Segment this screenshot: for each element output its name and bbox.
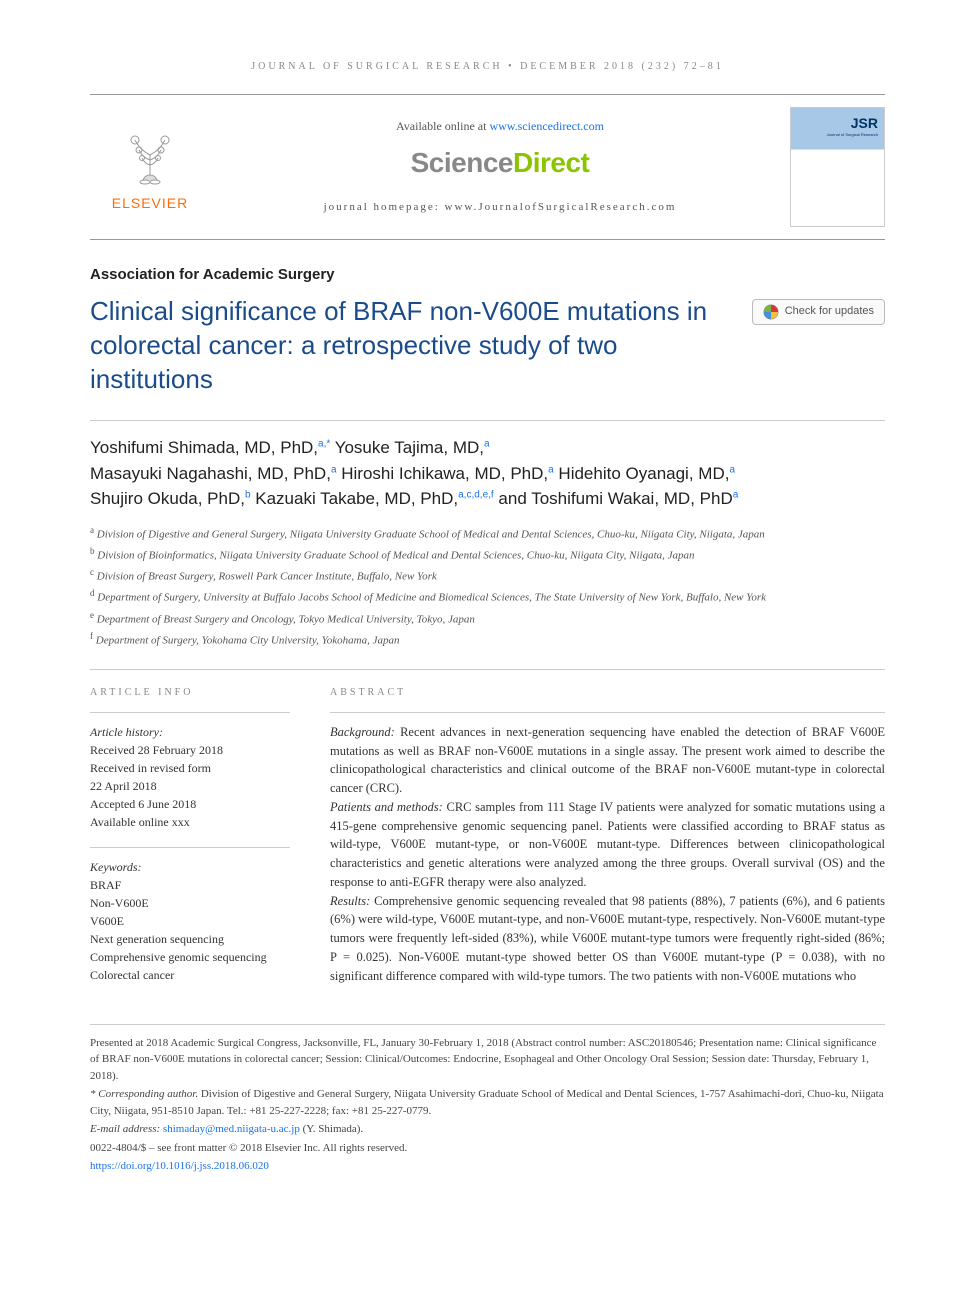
crossmark-icon: [763, 304, 779, 320]
history-revised-2: 22 April 2018: [90, 777, 290, 795]
author-8-affil[interactable]: a: [733, 490, 739, 501]
author-6-affil[interactable]: b: [245, 490, 251, 501]
sciencedirect-logo: ScienceDirect: [220, 143, 780, 182]
sd-part2: Direct: [513, 147, 589, 178]
history-online: Available online xxx: [90, 813, 290, 831]
abstract-column: ABSTRACT Background: Recent advances in …: [330, 686, 885, 1000]
header-center: Available online at www.sciencedirect.co…: [210, 118, 790, 215]
author-7-affil[interactable]: a,c,d,e,f: [458, 490, 494, 501]
keyword: Comprehensive genomic sequencing: [90, 948, 290, 966]
email-suffix: (Y. Shimada).: [300, 1123, 363, 1135]
article-info-heading: ARTICLE INFO: [90, 686, 290, 700]
journal-header: ELSEVIER Available online at www.science…: [90, 94, 885, 240]
check-updates-label: Check for updates: [785, 304, 874, 319]
publisher-logo-block: ELSEVIER: [90, 120, 210, 214]
author-7: Kazuaki Takabe, MD, PhD,: [255, 489, 458, 508]
affil-f: f Department of Surgery, Yokohama City U…: [90, 630, 885, 649]
info-abstract-row: ARTICLE INFO Article history: Received 2…: [90, 669, 885, 1000]
corresponding-label: * Corresponding author.: [90, 1088, 198, 1100]
homepage-prefix: journal homepage:: [324, 201, 445, 213]
footnote-presented: Presented at 2018 Academic Surgical Cong…: [90, 1035, 885, 1085]
email-link[interactable]: shimaday@med.niigata-u.ac.jp: [163, 1123, 300, 1135]
elsevier-tree-icon: [115, 120, 185, 190]
article-section-label: Association for Academic Surgery: [90, 264, 885, 285]
abstract-bg-label: Background:: [330, 725, 400, 739]
history-received: Received 28 February 2018: [90, 741, 290, 759]
affil-b: b Division of Bioinformatics, Niigata Un…: [90, 545, 885, 564]
email-label: E-mail address:: [90, 1123, 163, 1135]
abstract-pm-label: Patients and methods:: [330, 800, 446, 814]
running-header: JOURNAL OF SURGICAL RESEARCH • DECEMBER …: [90, 60, 885, 74]
keyword: Non-V600E: [90, 894, 290, 912]
author-2: Yosuke Tajima, MD,: [335, 438, 484, 457]
journal-subtitle: Journal of Surgical Research: [827, 132, 878, 138]
keywords-label: Keywords:: [90, 858, 290, 876]
keyword: BRAF: [90, 876, 290, 894]
available-online-line: Available online at www.sciencedirect.co…: [220, 118, 780, 135]
history-accepted: Accepted 6 June 2018: [90, 795, 290, 813]
author-1-affil[interactable]: a,*: [318, 439, 330, 450]
journal-cover-thumbnail: JSR Journal of Surgical Research: [790, 107, 885, 227]
affil-c: c Division of Breast Surgery, Roswell Pa…: [90, 566, 885, 585]
article-title: Clinical significance of BRAF non-V600E …: [90, 295, 732, 396]
author-5: Hidehito Oyanagi, MD,: [558, 464, 729, 483]
footnotes-block: Presented at 2018 Academic Surgical Cong…: [90, 1024, 885, 1175]
title-row: Clinical significance of BRAF non-V600E …: [90, 295, 885, 414]
check-for-updates-button[interactable]: Check for updates: [752, 299, 885, 325]
history-label: Article history:: [90, 723, 290, 741]
keyword: Next generation sequencing: [90, 930, 290, 948]
authors-block: Yoshifumi Shimada, MD, PhD,a,* Yosuke Ta…: [90, 435, 885, 512]
sd-part1: Science: [411, 147, 513, 178]
abstract-res-label: Results:: [330, 894, 374, 908]
author-4-affil[interactable]: a: [548, 464, 554, 475]
divider: [90, 420, 885, 421]
journal-abbrev: JSR: [851, 114, 878, 134]
abstract-heading: ABSTRACT: [330, 686, 885, 700]
sciencedirect-link[interactable]: www.sciencedirect.com: [489, 119, 604, 133]
author-6: Shujiro Okuda, PhD,: [90, 489, 245, 508]
available-prefix: Available online at: [396, 119, 489, 133]
abstract-body: Background: Recent advances in next-gene…: [330, 712, 885, 986]
keywords-block: Keywords: BRAF Non-V600E V600E Next gene…: [90, 847, 290, 984]
footnote-email: E-mail address: shimaday@med.niigata-u.a…: [90, 1121, 885, 1138]
author-1: Yoshifumi Shimada, MD, PhD,: [90, 438, 318, 457]
keyword: Colorectal cancer: [90, 966, 290, 984]
footnote-issn: 0022-4804/$ – see front matter © 2018 El…: [90, 1140, 885, 1157]
article-history: Article history: Received 28 February 20…: [90, 712, 290, 831]
affil-e: e Department of Breast Surgery and Oncol…: [90, 609, 885, 628]
article-info-column: ARTICLE INFO Article history: Received 2…: [90, 686, 290, 1000]
author-3: Masayuki Nagahashi, MD, PhD,: [90, 464, 331, 483]
abstract-res-text: Comprehensive genomic sequencing reveale…: [330, 894, 885, 983]
keyword: V600E: [90, 912, 290, 930]
affiliations-block: a Division of Digestive and General Surg…: [90, 524, 885, 649]
author-5-affil[interactable]: a: [729, 464, 735, 475]
author-2-affil[interactable]: a: [484, 439, 490, 450]
homepage-url[interactable]: www.JournalofSurgicalResearch.com: [445, 201, 677, 213]
author-3-affil[interactable]: a: [331, 464, 337, 475]
author-8: and Toshifumi Wakai, MD, PhD: [498, 489, 732, 508]
corresponding-text: Division of Digestive and General Surger…: [90, 1088, 884, 1117]
publisher-name: ELSEVIER: [112, 194, 188, 214]
footnote-corresponding: * Corresponding author. Division of Dige…: [90, 1086, 885, 1119]
affil-d: d Department of Surgery, University at B…: [90, 587, 885, 606]
doi-link[interactable]: https://doi.org/10.1016/j.jss.2018.06.02…: [90, 1160, 269, 1172]
affil-a: a Division of Digestive and General Surg…: [90, 524, 885, 543]
journal-homepage-line: journal homepage: www.JournalofSurgicalR…: [220, 200, 780, 215]
abstract-bg-text: Recent advances in next-generation seque…: [330, 725, 885, 795]
history-revised-1: Received in revised form: [90, 759, 290, 777]
author-4: Hiroshi Ichikawa, MD, PhD,: [341, 464, 548, 483]
